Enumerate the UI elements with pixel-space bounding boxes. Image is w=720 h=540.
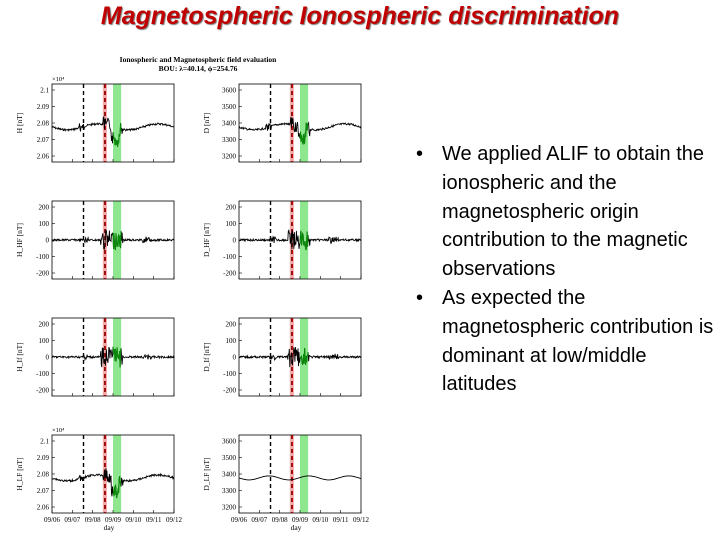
- signal-trace-highlight: [112, 122, 122, 147]
- bullet-item: • We applied ALIF to obtain the ionospher…: [416, 140, 716, 284]
- x-tick-label: 09/11: [146, 516, 162, 524]
- x-tick-label: 09/06: [44, 516, 60, 524]
- event-band-green: [113, 435, 122, 513]
- exponent-label: ×10⁴: [52, 427, 65, 434]
- y-axis-label: H [nT]: [15, 113, 24, 134]
- y-tick-label: -100: [36, 253, 49, 261]
- event-band-green: [300, 201, 309, 279]
- x-tick-label: 09/06: [231, 516, 247, 524]
- y-tick-label: -200: [223, 387, 236, 395]
- event-band-green: [113, 318, 122, 396]
- event-band-green: [113, 84, 122, 162]
- y-tick-label: -200: [36, 270, 49, 278]
- bullet-dot: •: [416, 286, 424, 309]
- y-tick-label: 100: [39, 337, 50, 345]
- y-tick-label: 3600: [222, 87, 237, 95]
- bullet-list: • We applied ALIF to obtain the ionospher…: [416, 140, 716, 399]
- y-tick-label: 3500: [222, 103, 237, 111]
- y-tick-label: 2.07: [37, 487, 50, 495]
- ionospheric-magnetospheric-figure: Ionospheric and Magnetospheric field eva…: [15, 55, 369, 532]
- y-tick-label: 0: [46, 237, 50, 245]
- exponent-label: ×10⁴: [52, 76, 65, 83]
- event-band-green: [113, 201, 122, 279]
- y-axis-label: H_If [nT]: [15, 342, 24, 371]
- x-axis-label-left: day: [104, 523, 115, 532]
- signal-trace-highlight: [299, 230, 309, 251]
- event-band-green: [300, 435, 309, 513]
- y-tick-label: -200: [36, 387, 49, 395]
- y-tick-label: 3200: [222, 504, 237, 512]
- x-tick-label: 09/08: [85, 516, 101, 524]
- x-tick-label: 09/10: [125, 516, 141, 524]
- y-tick-label: -200: [223, 270, 236, 278]
- bullet-dot: •: [416, 143, 424, 165]
- event-band-green: [300, 84, 309, 162]
- y-tick-label: 0: [233, 237, 237, 245]
- y-tick-label: 200: [39, 204, 50, 212]
- x-tick-label: 09/12: [166, 516, 182, 524]
- signal-trace-highlight: [299, 122, 309, 145]
- signal-trace-highlight: [299, 347, 309, 366]
- signal-trace-highlight: [112, 476, 122, 499]
- y-tick-label: 0: [233, 354, 237, 362]
- y-tick-label: -100: [36, 370, 49, 378]
- y-tick-label: 3600: [222, 438, 237, 446]
- slide-title: Magnetospheric Ionospheric discriminatio…: [100, 2, 620, 30]
- y-tick-label: 3400: [222, 120, 237, 128]
- figure-title: Ionospheric and Magnetospheric field eva…: [120, 55, 278, 64]
- y-tick-label: 100: [226, 220, 237, 228]
- y-tick-label: 3400: [222, 471, 237, 479]
- x-tick-label: 09/12: [353, 516, 369, 524]
- y-tick-label: 2.06: [37, 504, 50, 512]
- y-tick-label: 200: [39, 321, 50, 329]
- y-tick-label: 2.1: [40, 87, 49, 95]
- y-tick-label: 2.07: [37, 136, 50, 144]
- y-tick-label: 2.09: [37, 103, 50, 111]
- y-tick-label: 100: [39, 220, 50, 228]
- x-tick-label: 09/11: [333, 516, 349, 524]
- signal-trace: [238, 475, 362, 481]
- x-tick-label: 09/07: [251, 516, 267, 524]
- bullet-item: • As expected the magnetospheric contribu…: [416, 284, 716, 399]
- y-tick-label: 2.1: [40, 438, 49, 446]
- y-tick-label: 2.08: [37, 120, 50, 128]
- y-tick-label: 3200: [222, 153, 237, 161]
- y-tick-label: -100: [223, 253, 236, 261]
- y-tick-label: -100: [223, 370, 236, 378]
- x-tick-label: 09/09: [292, 516, 308, 524]
- y-tick-label: 2.08: [37, 471, 50, 479]
- x-axis-label-right: day: [291, 523, 302, 532]
- x-tick-label: 09/10: [312, 516, 328, 524]
- y-tick-label: 200: [226, 321, 237, 329]
- bullet-text: We applied ALIF to obtain the ionospheri…: [442, 143, 705, 281]
- y-tick-label: 2.09: [37, 454, 50, 462]
- signal-trace-highlight: [112, 346, 122, 368]
- figure-panels: 2.1 2.09 2.08 2.07 2.06 H [nT] ×10⁴ 3600 3500 340…: [15, 76, 369, 524]
- y-tick-label: 3300: [222, 136, 237, 144]
- y-axis-label: D_HF [nT]: [202, 223, 211, 257]
- y-axis-label: D_LF [nT]: [202, 457, 211, 490]
- y-axis-label: D [nT]: [202, 113, 211, 134]
- figure-subtitle: BOU: λ=40.14, ϕ=254.76: [159, 64, 238, 73]
- y-tick-label: 2.06: [37, 153, 50, 161]
- x-tick-label: 09/09: [105, 516, 121, 524]
- x-tick-label: 09/07: [64, 516, 80, 524]
- x-tick-label: 09/08: [272, 516, 288, 524]
- signal-trace-highlight: [112, 231, 122, 251]
- y-tick-label: 200: [226, 204, 237, 212]
- y-tick-label: 100: [226, 337, 237, 345]
- y-axis-label: H_HF [nT]: [15, 223, 24, 257]
- y-tick-label: 3300: [222, 487, 237, 495]
- y-tick-label: 3500: [222, 454, 237, 462]
- y-tick-label: 0: [46, 354, 50, 362]
- y-axis-label: D_If [nT]: [202, 342, 211, 371]
- y-axis-label: H_LF [nT]: [15, 457, 24, 490]
- bullet-text: As expected the magnetospheric contribut…: [442, 286, 714, 396]
